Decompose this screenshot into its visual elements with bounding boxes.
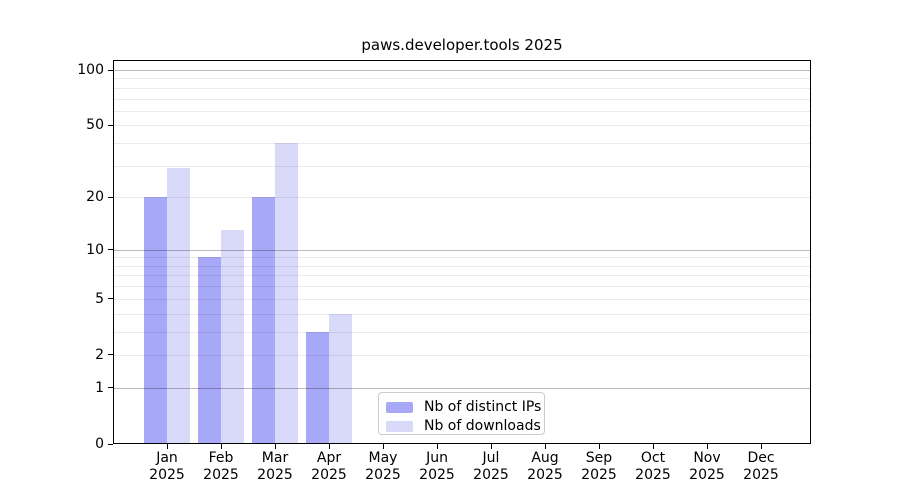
y-gridline-minor <box>113 110 811 112</box>
y-gridline-minor <box>113 265 811 267</box>
bar-downloads-jan <box>167 168 190 444</box>
x-tick-label: Jan 2025 <box>149 450 185 483</box>
legend: Nb of distinct IPs Nb of downloads <box>378 392 545 435</box>
legend-item-distinct-ips: Nb of distinct IPs <box>386 398 541 417</box>
y-gridline-minor <box>113 98 811 100</box>
y-gridline-major <box>113 387 811 389</box>
y-gridline-minor <box>113 197 811 199</box>
y-tick-mark <box>108 354 113 356</box>
x-tick-mark <box>166 444 168 449</box>
x-tick-mark <box>598 444 600 449</box>
y-tick-label: 5 <box>95 290 104 307</box>
legend-item-downloads: Nb of downloads <box>386 417 541 436</box>
y-tick-label: 10 <box>86 241 104 258</box>
x-tick-label: Mar 2025 <box>257 450 293 483</box>
legend-label-distinct-ips: Nb of distinct IPs <box>424 399 542 415</box>
y-gridline-minor <box>113 87 811 89</box>
y-gridline-minor <box>113 257 811 259</box>
legend-swatch-distinct-ips <box>386 402 413 413</box>
legend-label-downloads: Nb of downloads <box>424 418 541 434</box>
y-tick-mark <box>108 249 113 251</box>
y-gridline-minor <box>113 298 811 300</box>
x-tick-label: Sep 2025 <box>581 450 617 483</box>
x-tick-mark <box>706 444 708 449</box>
x-tick-mark <box>220 444 222 449</box>
bar-distinct-ips-feb <box>198 257 221 444</box>
y-gridline-minor <box>113 331 811 333</box>
y-tick-label: 20 <box>86 189 104 206</box>
y-tick-label: 50 <box>86 117 104 134</box>
x-tick-mark <box>760 444 762 449</box>
x-tick-label: Jun 2025 <box>419 450 455 483</box>
y-gridline-minor <box>113 275 811 277</box>
y-gridline-minor <box>113 286 811 288</box>
bar-distinct-ips-jan <box>144 197 167 444</box>
x-tick-mark <box>544 444 546 449</box>
x-tick-label: Feb 2025 <box>203 450 239 483</box>
y-gridline-minor <box>113 354 811 356</box>
y-tick-mark <box>108 124 113 126</box>
bar-distinct-ips-apr <box>306 331 329 444</box>
legend-swatch-downloads <box>386 421 413 432</box>
bar-downloads-mar <box>275 143 298 444</box>
y-tick-label: 100 <box>77 62 104 78</box>
y-gridline-minor <box>113 165 811 167</box>
y-gridline-major <box>113 249 811 251</box>
y-gridline-minor <box>113 125 811 127</box>
x-tick-label: Dec 2025 <box>743 450 779 483</box>
y-tick-mark <box>108 443 113 445</box>
x-tick-label: Jul 2025 <box>473 450 509 483</box>
y-tick-mark <box>108 298 113 300</box>
y-tick-mark <box>108 69 113 71</box>
x-tick-mark <box>274 444 276 449</box>
chart-title: paws.developer.tools 2025 <box>361 36 563 54</box>
y-tick-label: 0 <box>95 436 104 452</box>
x-tick-mark <box>328 444 330 449</box>
x-tick-mark <box>490 444 492 449</box>
bar-distinct-ips-mar <box>252 197 275 444</box>
y-tick-mark <box>108 196 113 198</box>
y-tick-label: 2 <box>95 346 104 363</box>
x-tick-label: Aug 2025 <box>527 450 563 483</box>
y-tick-mark <box>108 387 113 389</box>
y-tick-label: 1 <box>95 379 104 396</box>
x-tick-label: May 2025 <box>365 450 401 483</box>
y-gridline-minor <box>113 313 811 315</box>
x-tick-label: Apr 2025 <box>311 450 347 483</box>
bar-downloads-apr <box>329 313 352 444</box>
bar-downloads-feb <box>221 230 244 444</box>
y-gridline-minor <box>113 78 811 80</box>
x-tick-label: Oct 2025 <box>635 450 671 483</box>
plot-area <box>113 60 811 444</box>
y-gridline-major <box>113 70 811 71</box>
x-tick-mark <box>382 444 384 449</box>
x-tick-mark <box>652 444 654 449</box>
x-tick-label: Nov 2025 <box>689 450 725 483</box>
y-gridline-minor <box>113 143 811 145</box>
x-tick-mark <box>436 444 438 449</box>
